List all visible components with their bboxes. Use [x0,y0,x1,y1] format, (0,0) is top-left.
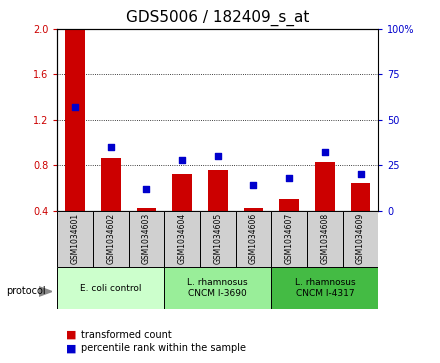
Bar [343,211,378,267]
Bar [101,158,121,211]
Bar [128,211,164,267]
Bar [65,29,85,211]
Point [143,186,150,192]
Bar [164,267,271,309]
Text: percentile rank within the sample: percentile rank within the sample [81,343,246,354]
Bar [244,208,263,211]
Bar [236,211,271,267]
Point [250,182,257,188]
Polygon shape [39,287,52,296]
Text: GSM1034609: GSM1034609 [356,213,365,264]
Text: GSM1034604: GSM1034604 [178,213,187,264]
Point [321,150,328,155]
Bar [315,162,335,211]
Point [179,157,186,163]
Point [286,175,293,181]
Bar [271,211,307,267]
Text: GSM1034605: GSM1034605 [213,213,222,264]
Bar [57,267,164,309]
Bar [208,170,227,211]
Bar [172,174,192,211]
Text: GSM1034607: GSM1034607 [285,213,293,264]
Bar [164,211,200,267]
Bar [279,199,299,211]
Point [357,171,364,177]
Text: GSM1034603: GSM1034603 [142,213,151,264]
Text: GSM1034608: GSM1034608 [320,213,330,264]
Bar [136,208,156,211]
Text: GSM1034601: GSM1034601 [70,213,80,264]
Bar [351,183,370,211]
Bar [307,211,343,267]
Title: GDS5006 / 182409_s_at: GDS5006 / 182409_s_at [126,10,309,26]
Text: protocol: protocol [7,286,46,296]
Bar [93,211,128,267]
Text: L. rhamnosus
CNCM I-4317: L. rhamnosus CNCM I-4317 [294,278,355,298]
Bar [200,211,236,267]
Text: ■: ■ [66,343,77,354]
Text: ■: ■ [66,330,77,340]
Bar [57,211,93,267]
Text: GSM1034602: GSM1034602 [106,213,115,264]
Point [107,144,114,150]
Text: transformed count: transformed count [81,330,172,340]
Bar [271,267,378,309]
Text: L. rhamnosus
CNCM I-3690: L. rhamnosus CNCM I-3690 [187,278,248,298]
Point [214,153,221,159]
Point [72,104,79,110]
Text: GSM1034606: GSM1034606 [249,213,258,264]
Text: E. coli control: E. coli control [80,284,142,293]
